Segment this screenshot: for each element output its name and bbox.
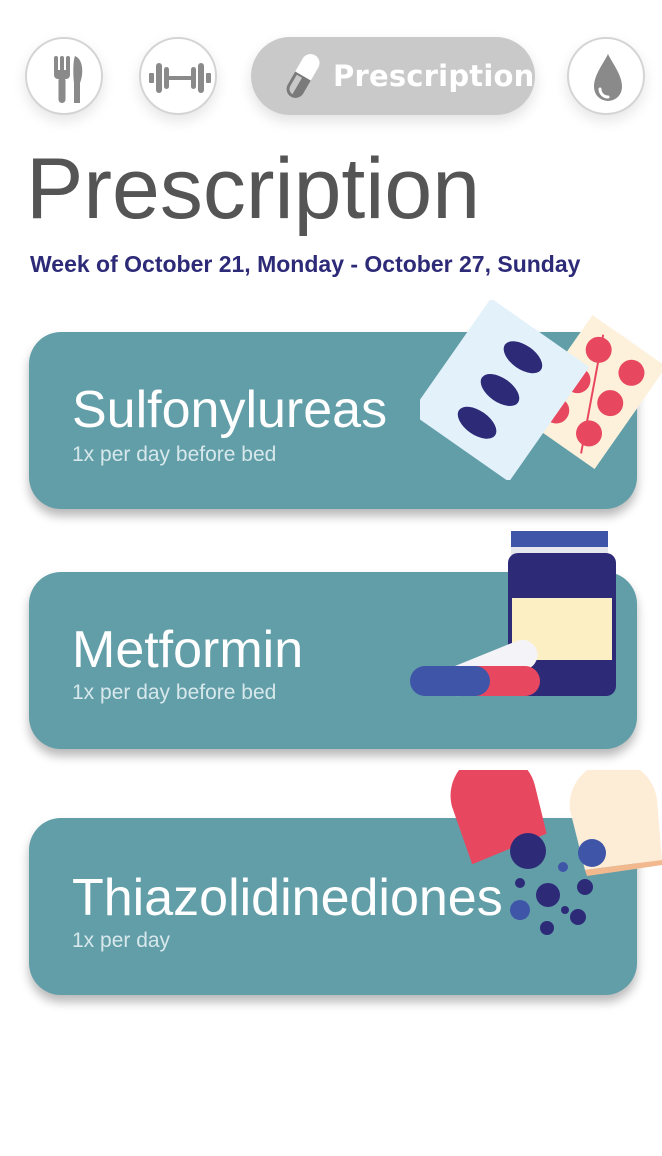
nav-exercise-button[interactable] bbox=[139, 37, 217, 115]
nav-prescription-label: Prescription bbox=[333, 59, 535, 93]
nav-glucose-button[interactable] bbox=[567, 37, 645, 115]
top-nav: Prescription bbox=[0, 0, 662, 140]
prescription-frequency: 1x per day before bed bbox=[72, 681, 277, 704]
prescription-frequency: 1x per day bbox=[72, 929, 171, 952]
nav-food-button[interactable] bbox=[25, 37, 103, 115]
blister-packs-illustration bbox=[420, 300, 662, 480]
pill-icon bbox=[286, 54, 320, 98]
prescription-name: Sulfonylureas bbox=[72, 381, 388, 439]
open-capsule-illustration bbox=[450, 770, 662, 935]
fork-knife-icon bbox=[54, 56, 83, 103]
nav-prescription-tab[interactable]: Prescription bbox=[251, 37, 535, 115]
week-range: Week of October 21, Monday - October 27,… bbox=[30, 251, 581, 277]
page-title: Prescription bbox=[26, 141, 481, 237]
droplet-icon bbox=[594, 54, 622, 101]
prescription-name: Metformin bbox=[72, 621, 304, 679]
pill-bottle-illustration bbox=[410, 531, 616, 697]
prescription-name: Thiazolidinediones bbox=[72, 869, 503, 927]
prescription-frequency: 1x per day before bed bbox=[72, 443, 277, 466]
dumbbell-icon bbox=[149, 63, 211, 93]
